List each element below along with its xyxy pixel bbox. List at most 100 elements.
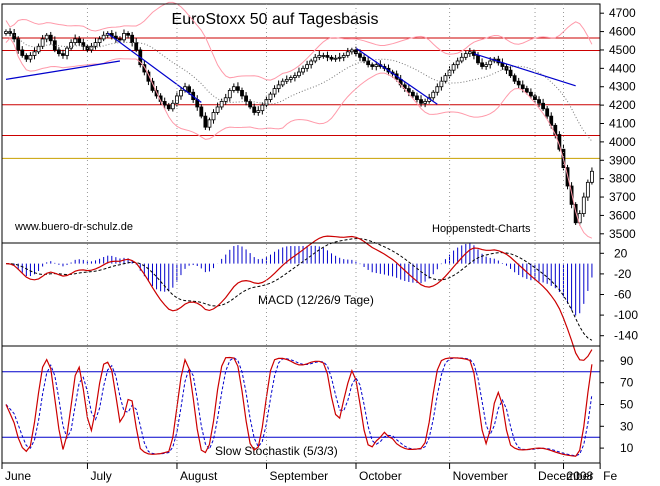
stochastic-k-line	[5, 356, 593, 457]
macd-tick-label: 20	[614, 246, 628, 260]
stochastic-d-line	[5, 357, 593, 457]
macd-panel-title: MACD (12/26/9 Tage)	[258, 293, 374, 307]
stochastic-tick-label: 50	[620, 398, 634, 412]
candle-body	[341, 55, 346, 58]
x-tick-label: November	[453, 469, 508, 483]
candle-body	[443, 75, 448, 82]
candle-body	[69, 42, 74, 49]
candle-body	[325, 55, 330, 58]
candle-body	[260, 104, 265, 112]
price-tick-label: 4700	[609, 6, 636, 20]
candle-body	[236, 86, 240, 91]
candle-body	[142, 64, 147, 73]
candle-body	[423, 101, 428, 104]
price-tick-label: 4200	[609, 98, 636, 112]
candle-body	[48, 34, 53, 42]
candle-body	[520, 84, 525, 89]
x-tick-label: July	[90, 469, 111, 483]
macd-tick-label: -100	[614, 308, 638, 322]
watermark-left: www.buero-dr-schulz.de	[14, 221, 133, 233]
price-frame	[1, 3, 601, 244]
candle-body	[333, 57, 338, 60]
candle-body	[459, 56, 464, 62]
candle-body	[508, 69, 513, 77]
candle-body	[345, 51, 350, 56]
x-tick-label: September	[269, 469, 328, 483]
candle-body	[476, 55, 480, 64]
candle-body	[179, 90, 183, 97]
candle-body	[134, 42, 139, 51]
candle-body	[516, 80, 521, 86]
candle-body	[585, 181, 590, 198]
candle-body	[463, 53, 468, 58]
candle-body	[374, 64, 379, 67]
stochastic-panel: Slow Stochastik (5/3/3) 90 70 50 30 10	[2, 354, 634, 458]
candle-body	[20, 49, 25, 56]
candle-body	[484, 64, 489, 67]
candle-body	[313, 56, 318, 62]
candle-body	[61, 53, 65, 56]
candle-body	[187, 86, 192, 93]
candle-body	[272, 88, 277, 95]
candle-body	[439, 80, 444, 88]
candle-body	[419, 99, 423, 104]
candle-body	[297, 71, 301, 77]
candle-body	[264, 99, 269, 106]
x-tick-label: August	[180, 469, 218, 483]
candle-body	[541, 102, 546, 110]
x-tick-label: 2008	[567, 469, 594, 483]
x-tick-label: October	[359, 469, 402, 483]
candle-body	[126, 33, 130, 36]
stochastic-tick-label: 10	[620, 441, 634, 455]
price-tick-label: 3500	[609, 227, 636, 241]
candle-body	[292, 75, 297, 78]
candle-body	[73, 38, 78, 44]
candle-body	[65, 47, 69, 56]
candle-body	[366, 60, 371, 66]
x-tick-label: June	[5, 469, 31, 483]
macd-tick-label: -140	[614, 329, 638, 343]
price-tick-label: 4600	[609, 25, 636, 39]
candle-body	[512, 75, 517, 82]
candle-body	[467, 51, 472, 55]
candle-body	[524, 88, 529, 93]
candle-body	[528, 91, 533, 97]
stochastic-tick-label: 30	[620, 419, 634, 433]
candle-body	[533, 95, 537, 101]
candle-body	[280, 80, 285, 86]
candle-body	[305, 64, 310, 69]
candle-body	[52, 40, 57, 51]
candle-body	[317, 55, 322, 58]
candle-body	[227, 90, 232, 99]
stochastic-frame	[1, 345, 601, 464]
candle-body	[207, 119, 212, 128]
price-tick-label: 4400	[609, 61, 636, 75]
candle-body	[435, 86, 440, 93]
x-tick-label: Fe	[603, 469, 617, 483]
candle-body	[590, 170, 594, 183]
candle-body	[240, 90, 244, 97]
candle-body	[101, 34, 106, 40]
price-tick-label: 3900	[609, 153, 636, 167]
candle-body	[93, 42, 98, 47]
candle-body	[81, 42, 86, 47]
candle-body	[569, 185, 574, 205]
candle-body	[301, 67, 305, 73]
candle-body	[219, 101, 224, 108]
candle-body	[358, 53, 362, 58]
candle-body	[349, 49, 354, 53]
candle-body	[162, 101, 167, 106]
candle-body	[415, 95, 419, 101]
price-tick-label: 3800	[609, 172, 636, 186]
candle-body	[406, 88, 411, 93]
x-tick-label: December	[538, 469, 593, 483]
candle-body	[4, 31, 8, 34]
candle-body	[288, 77, 293, 80]
candle-body	[56, 49, 61, 55]
price-tick-label: 3700	[609, 190, 636, 204]
candle-body	[248, 101, 253, 108]
candle-body	[276, 84, 281, 89]
price-tick-label: 4100	[609, 117, 636, 131]
candle-body	[199, 106, 204, 117]
